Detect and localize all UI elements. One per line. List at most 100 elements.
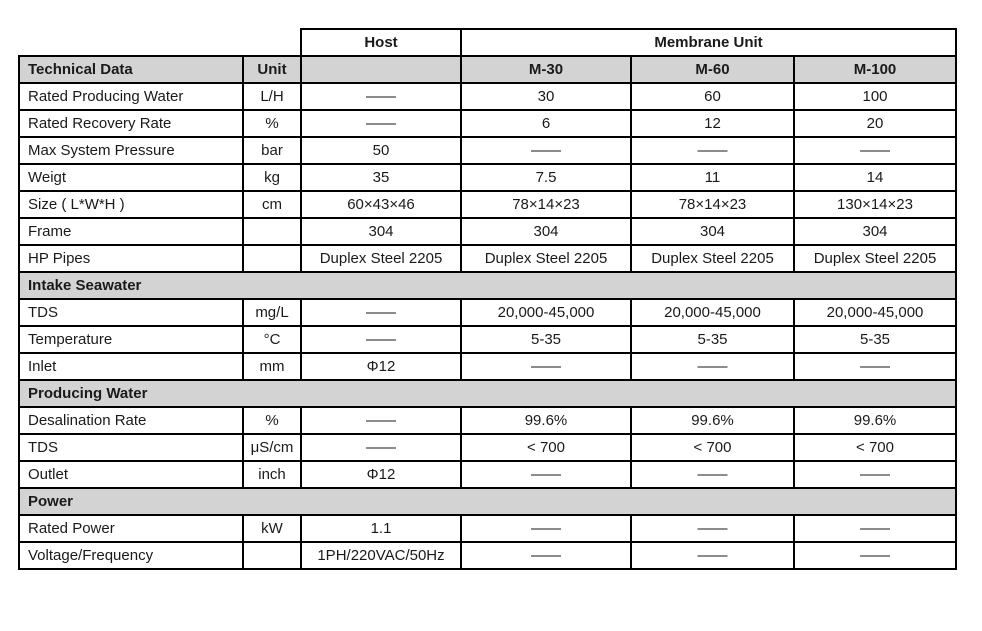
value-cell: 60 <box>630 82 795 111</box>
value-cell: —— <box>630 136 795 165</box>
value-cell: 99.6% <box>630 406 795 435</box>
value-cell: 5-35 <box>792 325 958 354</box>
empty-corner <box>19 29 301 56</box>
row-label: Outlet <box>18 460 244 489</box>
unit-cell: inch <box>242 460 302 489</box>
value-cell: —— <box>792 514 958 543</box>
value-cell: —— <box>300 325 462 354</box>
table-row: Inlet mm Φ12 —— —— —— <box>18 352 958 381</box>
unit-cell: °C <box>242 325 302 354</box>
value-cell: 304 <box>460 217 632 246</box>
table-row: Weigt kg 35 7.5 11 14 <box>18 163 958 192</box>
row-label: Weigt <box>18 163 244 192</box>
value-cell: Duplex Steel 2205 <box>300 244 462 273</box>
row-label: Rated Producing Water <box>18 82 244 111</box>
table-row: Size ( L*W*H ) cm 60×43×46 78×14×23 78×14×23… <box>18 190 958 219</box>
section-row: Intake Seawater <box>17 271 958 300</box>
table-row: Rated Recovery Rate% —— 6 12 20 <box>18 109 958 138</box>
value-cell: 20,000-45,000 <box>460 298 632 327</box>
value-cell: Φ12 <box>300 352 462 381</box>
group-header-row: Host Membrane Unit <box>19 28 958 57</box>
table-row: Temperature °C —— 5-35 5-35 5-35 <box>18 325 958 354</box>
table-row: Outlet inch Φ12 —— —— —— <box>18 460 958 489</box>
value-cell: —— <box>630 352 795 381</box>
value-cell: 20,000-45,000 <box>630 298 795 327</box>
technical-data-header: Technical Data <box>18 55 244 84</box>
value-cell: —— <box>300 406 462 435</box>
value-cell: 30 <box>460 82 632 111</box>
value-cell: —— <box>300 82 462 111</box>
row-label: Rated Power <box>18 514 244 543</box>
value-cell: 20 <box>792 109 958 138</box>
table-row: HP Pipes Duplex Steel 2205 Duplex Steel 22… <box>18 244 958 273</box>
unit-cell: L/H <box>242 82 302 111</box>
row-label: HP Pipes <box>18 244 244 273</box>
value-cell: 35 <box>300 163 462 192</box>
value-cell: 304 <box>630 217 795 246</box>
unit-cell: mm <box>242 352 302 381</box>
value-cell: 6 <box>460 109 632 138</box>
unit-cell: bar <box>242 136 302 165</box>
value-cell: —— <box>460 541 632 570</box>
value-cell: —— <box>300 298 462 327</box>
value-cell: 5-35 <box>630 325 795 354</box>
value-cell: Duplex Steel 2205 <box>460 244 632 273</box>
table-row: Rated Producing Water L/H —— 30 60 100 <box>18 82 958 111</box>
value-cell: 100 <box>792 82 958 111</box>
value-cell: —— <box>630 514 795 543</box>
value-cell: 99.6% <box>792 406 958 435</box>
spec-table: Host Membrane Unit Technical Data Unit M… <box>17 28 958 570</box>
row-label: Max System Pressure <box>18 136 244 165</box>
value-cell: —— <box>792 352 958 381</box>
unit-cell: kg <box>242 163 302 192</box>
section-header-label: Intake Seawater <box>17 271 958 300</box>
row-label: TDS <box>18 433 244 462</box>
section-row: Producing Water <box>17 379 958 408</box>
unit-cell: % <box>242 109 302 138</box>
value-cell: —— <box>792 460 958 489</box>
section-header-label: Producing Water <box>17 379 958 408</box>
value-cell: Φ12 <box>300 460 462 489</box>
value-cell: —— <box>460 514 632 543</box>
unit-cell: cm <box>242 190 302 219</box>
value-cell: —— <box>300 433 462 462</box>
row-label: Desalination Rate <box>18 406 244 435</box>
table-row: Voltage/Frequency 1PH/220VAC/50Hz —— —— —— <box>18 541 958 570</box>
value-cell: 20,000-45,000 <box>792 298 958 327</box>
value-cell: 50 <box>300 136 462 165</box>
table-row: Max System Pressure bar 50 —— —— —— <box>18 136 958 165</box>
unit-cell <box>242 541 302 570</box>
value-cell: 304 <box>300 217 462 246</box>
row-label: TDS <box>18 298 244 327</box>
row-label: Frame <box>18 217 244 246</box>
value-cell: —— <box>460 352 632 381</box>
value-cell: Duplex Steel 2205 <box>792 244 958 273</box>
value-cell: 12 <box>630 109 795 138</box>
value-cell: 130×14×23 <box>792 190 958 219</box>
row-label: Inlet <box>18 352 244 381</box>
value-cell: 78×14×23 <box>460 190 632 219</box>
table-row: Frame 304 304 304 304 <box>18 217 958 246</box>
table-row: Desalination Rate% —— 99.6% 99.6% 99.6% <box>18 406 958 435</box>
value-cell: —— <box>630 541 795 570</box>
value-cell: 1.1 <box>300 514 462 543</box>
value-cell: 60×43×46 <box>300 190 462 219</box>
table-row: TDS μS/cm —— < 700 < 700 < 700 <box>18 433 958 462</box>
m60-header: M-60 <box>630 55 795 84</box>
value-cell: 78×14×23 <box>630 190 795 219</box>
unit-cell <box>242 217 302 246</box>
unit-cell <box>242 244 302 273</box>
value-cell: 304 <box>792 217 958 246</box>
row-label: Size ( L*W*H ) <box>18 190 244 219</box>
unit-cell: mg/L <box>242 298 302 327</box>
column-header-row: Technical Data Unit M-30 M-60 M-100 <box>18 55 958 84</box>
m30-header: M-30 <box>460 55 632 84</box>
unit-cell: kW <box>242 514 302 543</box>
m100-header: M-100 <box>792 55 958 84</box>
host-column-header-empty <box>300 55 462 84</box>
row-label: Temperature <box>18 325 244 354</box>
value-cell: —— <box>460 136 632 165</box>
value-cell: < 700 <box>792 433 958 462</box>
unit-cell: % <box>242 406 302 435</box>
